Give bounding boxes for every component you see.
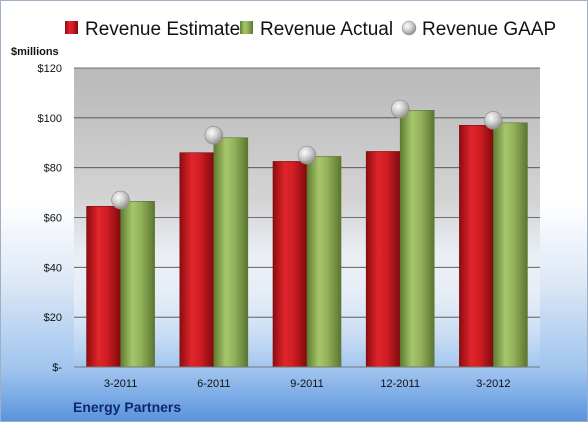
y-tick-label: $20 (44, 312, 62, 324)
x-tick-label: 6-2011 (197, 378, 230, 390)
x-tick-label: 12-2011 (380, 378, 420, 390)
x-tick-label: 9-2011 (290, 378, 323, 390)
legend-label-gaap: Revenue GAAP (422, 19, 556, 40)
gaap-marker (111, 190, 130, 210)
legend-label-actual: Revenue Actual (260, 19, 393, 40)
legend-swatch-actual (240, 21, 253, 34)
y-tick-label: $100 (38, 113, 62, 125)
bar-estimate (365, 151, 401, 368)
bars (86, 110, 528, 368)
bar-actual (213, 137, 249, 368)
y-tick-label: $60 (44, 213, 62, 225)
gaap-marker (204, 125, 224, 145)
bar-actual (493, 122, 528, 368)
y-tick-label: $40 (44, 262, 62, 274)
bar-estimate (179, 152, 215, 368)
bar-actual (120, 201, 155, 368)
gaap-marker (297, 145, 317, 165)
bar-estimate (459, 125, 494, 368)
bar-estimate (86, 205, 121, 368)
gaap-marker (484, 111, 503, 130)
legend-marker-gaap (401, 20, 417, 36)
gaap-marker (390, 99, 410, 119)
bar-estimate (272, 161, 308, 368)
y-axis-unit-label: $millions (11, 46, 59, 58)
y-tick-label: $80 (44, 163, 62, 175)
bar-actual (399, 110, 435, 368)
legend-swatch-estimate (65, 21, 78, 34)
bar-actual (306, 156, 342, 368)
legend: Revenue Estimate Revenue Actual Revenue … (65, 19, 556, 40)
x-tick-label: 3-2011 (104, 378, 137, 390)
x-tick-label: 3-2012 (476, 378, 510, 390)
y-tick-label: $120 (38, 63, 62, 75)
legend-label-estimate: Revenue Estimate (85, 19, 240, 40)
y-tick-label: $- (52, 362, 62, 374)
y-axis-ticks: $- $20 $40 $60 $80 $100 $120 (38, 63, 63, 374)
company-name: Energy Partners (73, 399, 181, 415)
gaap-markers (111, 99, 503, 210)
x-axis-ticks: 3-2011 6-2011 9-2011 12-2011 3-2012 (104, 378, 511, 390)
